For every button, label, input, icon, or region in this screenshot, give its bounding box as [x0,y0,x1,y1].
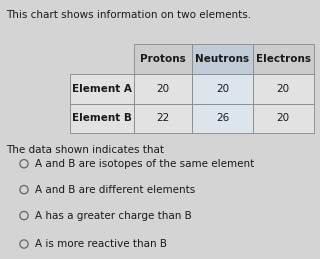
Bar [134,44,192,74]
Text: 20: 20 [216,84,229,94]
Bar [253,74,314,104]
Bar [253,104,314,133]
Bar [253,44,314,74]
Text: This chart shows information on two elements.: This chart shows information on two elem… [6,10,252,20]
Bar [70,104,134,133]
Bar [134,74,192,104]
Text: 22: 22 [156,113,170,124]
Bar [70,74,134,104]
Text: 20: 20 [276,84,290,94]
Text: Element A: Element A [72,84,132,94]
Text: A is more reactive than B: A is more reactive than B [35,239,166,249]
Text: Neutrons: Neutrons [195,54,250,64]
Text: Element B: Element B [72,113,132,124]
Text: A and B are different elements: A and B are different elements [35,185,195,195]
Text: A has a greater charge than B: A has a greater charge than B [35,211,191,221]
Text: 20: 20 [156,84,170,94]
Text: A and B are isotopes of the same element: A and B are isotopes of the same element [35,159,254,169]
Text: 20: 20 [276,113,290,124]
Bar [134,104,192,133]
Text: The data shown indicates that: The data shown indicates that [6,145,164,155]
Bar [192,104,253,133]
Text: Protons: Protons [140,54,186,64]
Bar [192,74,253,104]
Text: 26: 26 [216,113,229,124]
Text: Electrons: Electrons [256,54,311,64]
Bar [192,44,253,74]
